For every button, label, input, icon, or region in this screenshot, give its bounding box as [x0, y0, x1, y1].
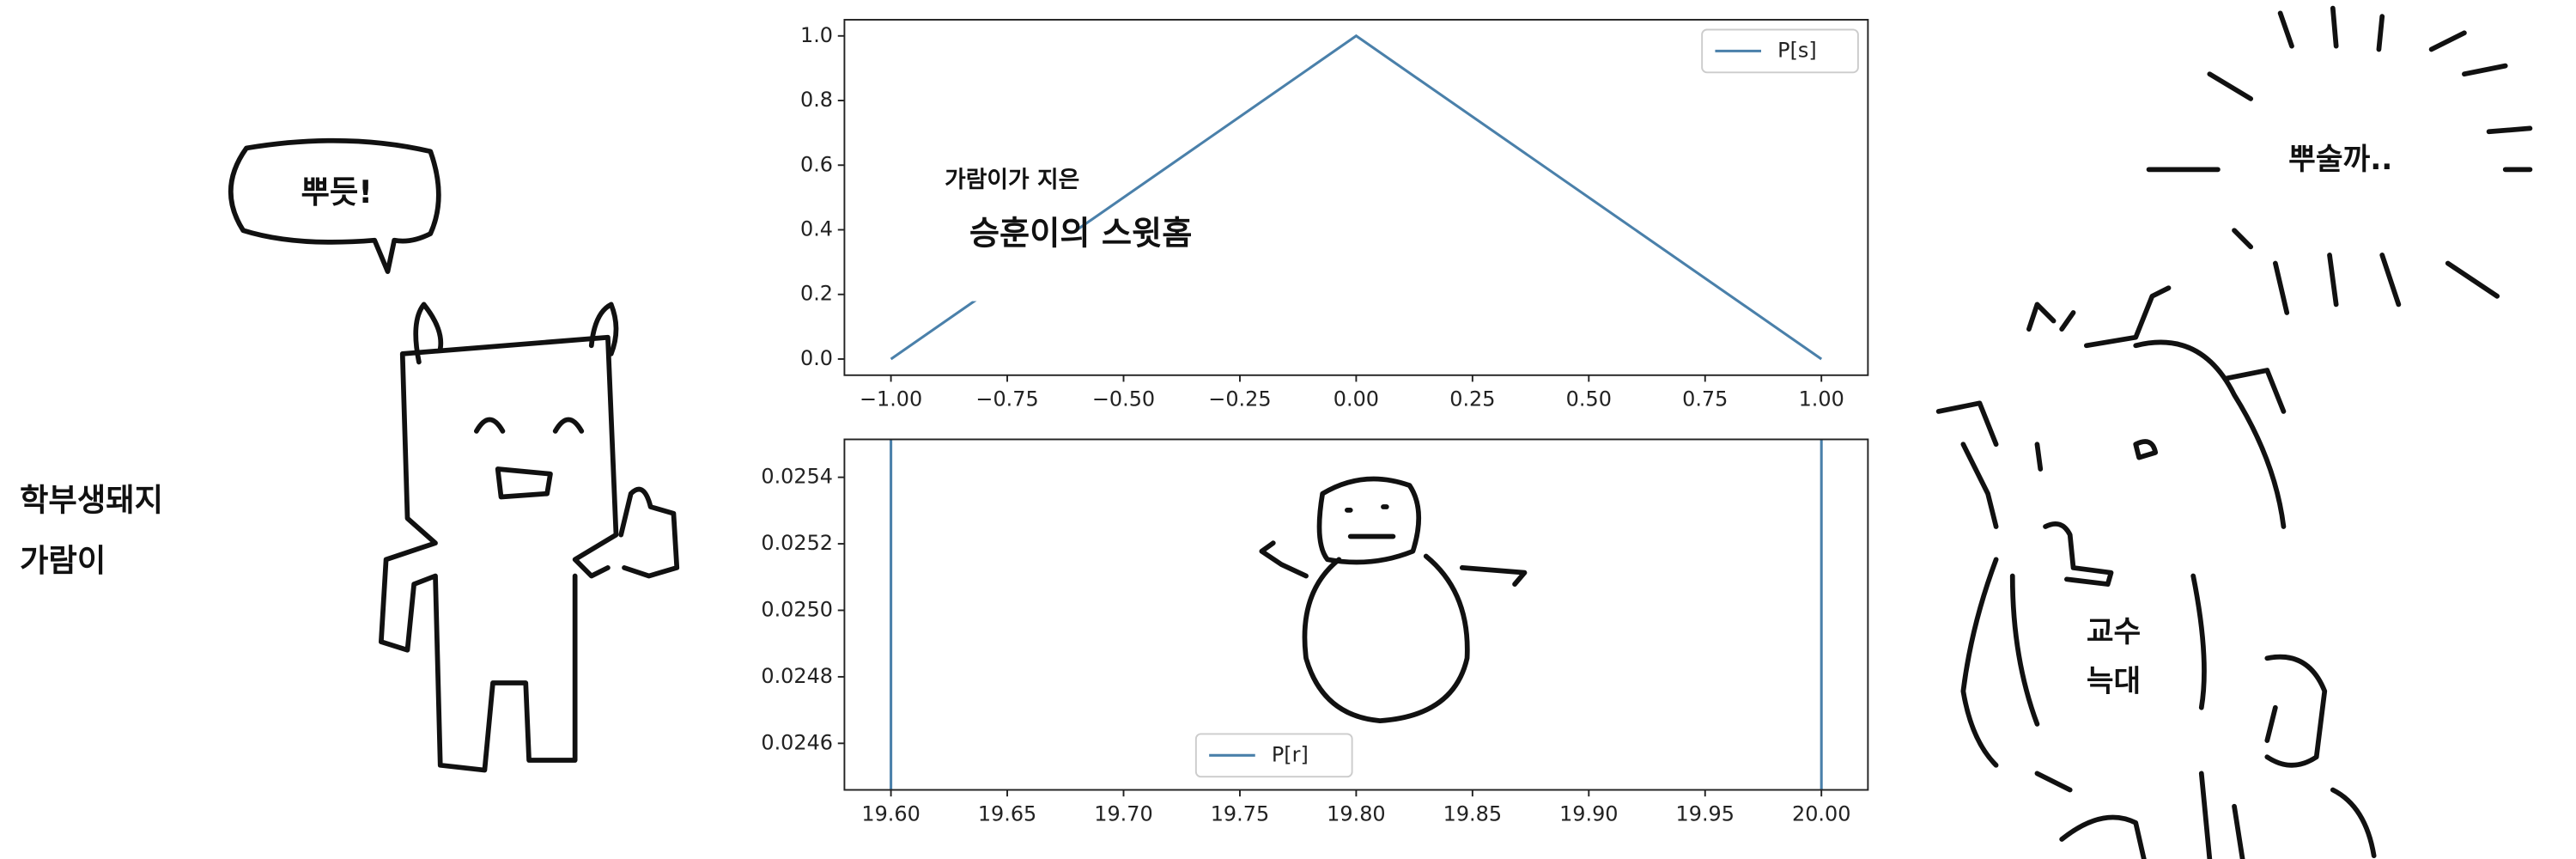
x-tick-label: 19.70: [1094, 801, 1152, 825]
pig-thumb: [618, 486, 680, 579]
x-tick-label: 19.75: [1211, 801, 1269, 825]
x-tick-label: 19.95: [1676, 801, 1735, 825]
y-tick-label: 0.2: [800, 282, 833, 306]
x-tick-label: 19.60: [861, 801, 920, 825]
x-tick-label: −1.00: [860, 387, 922, 411]
pig-face: [473, 417, 585, 500]
x-tick-label: 0.00: [1334, 387, 1379, 411]
x-tick-label: 19.85: [1443, 801, 1502, 825]
y-tick-label: 0.8: [800, 88, 833, 112]
x-tick-label: −0.50: [1092, 387, 1155, 411]
y-tick-label: 0.6: [800, 152, 833, 176]
caption-big: 승훈이의 스윗홈: [969, 214, 1193, 253]
y-tick-label: 0.0250: [761, 597, 833, 621]
legend-box: [1194, 733, 1353, 778]
x-tick-label: 19.65: [978, 801, 1036, 825]
x-tick-label: 20.00: [1792, 801, 1850, 825]
y-tick-label: 0.0246: [761, 730, 833, 754]
y-tick-label: 0.0254: [761, 465, 833, 489]
y-tick-label: 0.0248: [761, 664, 833, 688]
axes-frame: [843, 438, 1869, 791]
wolf-body: [1960, 557, 2377, 859]
x-tick-label: 1.00: [1799, 387, 1844, 411]
caption-backdrop: [963, 177, 1078, 302]
x-tick-label: 0.25: [1449, 387, 1495, 411]
pig-label: 학부생돼지: [20, 481, 163, 518]
x-tick-label: 19.90: [1559, 801, 1618, 825]
y-tick-label: 1.0: [800, 23, 833, 47]
caption-small: 가람이가 지은: [945, 167, 1079, 193]
wolf-head: [1935, 285, 2287, 529]
snowman-body: [1302, 553, 1470, 723]
x-tick-label: −0.25: [1208, 387, 1271, 411]
legend-label: P[s]: [1777, 38, 1817, 62]
doodles: [228, 5, 2533, 859]
y-tick-label: 0.4: [800, 216, 833, 241]
snowman-arms: [1259, 540, 1528, 587]
legend-label: P[r]: [1272, 742, 1309, 766]
y-tick-label: 0.0252: [761, 531, 833, 555]
sun-rays: [2146, 5, 2533, 315]
wolf-label: 교수: [2087, 615, 2141, 649]
x-tick-label: 0.50: [1566, 387, 1612, 411]
axes-frame: [843, 19, 1869, 376]
x-tick-label: 19.80: [1327, 801, 1385, 825]
speech-text: 뿌듯!: [301, 174, 373, 210]
legend-box: [1701, 28, 1859, 74]
x-tick-label: −0.75: [975, 387, 1038, 411]
snowman-head: [1316, 476, 1422, 565]
snowman-face: [1345, 504, 1396, 539]
speech-bubble: [228, 137, 441, 274]
wolf-face: [2034, 439, 2159, 587]
pig-body: [379, 334, 619, 773]
wolf-label: 늑대: [2087, 665, 2141, 699]
x-tick-label: 0.75: [1682, 387, 1728, 411]
y-tick-label: 0.0: [800, 346, 833, 370]
pig-label: 가람이: [20, 542, 106, 579]
sun-text: 뿌술까..: [2288, 143, 2392, 177]
pig-ears: [413, 302, 619, 365]
